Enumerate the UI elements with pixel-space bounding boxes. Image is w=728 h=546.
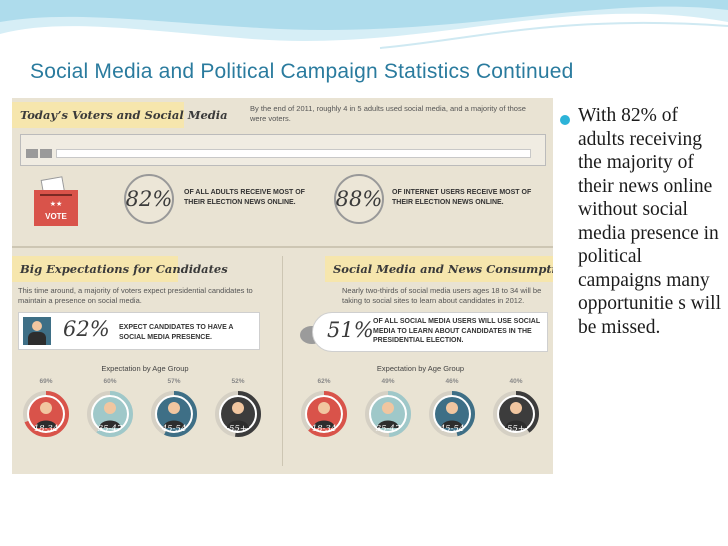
right-age-label-1: 35-47 (375, 424, 401, 434)
left-age-label-3: 55+ (229, 424, 247, 434)
news-consumption-header: Social Media and News Consumption (325, 256, 553, 282)
left-age-pct-2: 57% (167, 378, 181, 385)
infographic-image: Today’s Voters and Social Media By the e… (12, 98, 553, 474)
right-age-pct-3: 40% (509, 378, 523, 385)
right-age-label-2: 45-54 (439, 424, 465, 434)
big-expectations-header: Big Expectations for Candidates (12, 256, 228, 282)
right-age-pct-0: 62% (317, 378, 331, 385)
candidate-avatar-icon (23, 317, 51, 345)
right-age-pct-2: 46% (445, 378, 459, 385)
header-wave-decoration (0, 0, 728, 49)
forward-icon (40, 149, 52, 158)
address-bar-graphic (56, 149, 531, 158)
stat-88-circle: 88% (334, 174, 384, 224)
stat-62-card: 62% EXPECT CANDIDATES TO HAVE A SOCIAL M… (18, 312, 260, 350)
stat-82-text: OF ALL ADULTS RECEIVE MOST OF THEIR ELEC… (184, 189, 305, 206)
left-age-group-title: Expectation by Age Group (101, 364, 189, 373)
voters-intro-text: By the end of 2011, roughly 4 in 5 adult… (250, 104, 526, 123)
slide-title: Social Media and Political Campaign Stat… (30, 60, 574, 83)
stat-82-circle: 82% (124, 174, 174, 224)
right-age-ring-2 (429, 391, 475, 437)
left-age-label-0: 18-34 (33, 424, 59, 434)
ballot-box-icon: ★★ VOTE (34, 176, 78, 226)
left-age-pct-0: 69% (39, 378, 53, 385)
left-age-pct-3: 52% (231, 378, 245, 385)
bullet-text: With 82% of adults receiving the majorit… (578, 105, 721, 338)
left-age-label-2: 45-54 (161, 424, 187, 434)
left-age-ring-1 (87, 391, 133, 437)
right-age-ring-0 (301, 391, 347, 437)
left-age-ring-0 (23, 391, 69, 437)
stat-51-card: 51% OF ALL SOCIAL MEDIA USERS WILL USE S… (312, 312, 548, 352)
left-age-label-1: 35-47 (97, 424, 123, 434)
voters-social-media-header: Today’s Voters and Social Media (12, 102, 228, 128)
right-age-pct-1: 49% (381, 378, 395, 385)
vote-label: VOTE (45, 212, 67, 221)
stat-88-text: OF INTERNET USERS RECEIVE MOST OF THEIR … (392, 189, 532, 206)
right-age-group-title: Expectation by Age Group (376, 364, 465, 373)
section-divider (12, 246, 553, 248)
stat-51-text: OF ALL SOCIAL MEDIA USERS WILL USE SOCIA… (373, 318, 540, 344)
browser-frame-graphic (20, 134, 546, 166)
left-age-ring-3 (215, 391, 261, 437)
big-expectations-intro: This time around, a majority of voters e… (18, 286, 253, 305)
news-consumption-intro: Nearly two-thirds of social media users … (342, 286, 542, 305)
left-age-pct-1: 60% (103, 378, 117, 385)
right-age-label-0: 18-34 (311, 424, 337, 434)
left-age-ring-2 (151, 391, 197, 437)
back-icon (26, 149, 38, 158)
right-age-label-3: 55+ (507, 424, 525, 434)
stat-51-value: 51% (327, 318, 374, 342)
bullet-icon (560, 115, 570, 125)
vertical-divider (282, 256, 283, 466)
stat-62-value: 62% (63, 317, 110, 341)
right-age-ring-1 (365, 391, 411, 437)
stat-62-text: EXPECT CANDIDATES TO HAVE A SOCIAL MEDIA… (119, 324, 234, 341)
right-age-ring-3 (493, 391, 539, 437)
